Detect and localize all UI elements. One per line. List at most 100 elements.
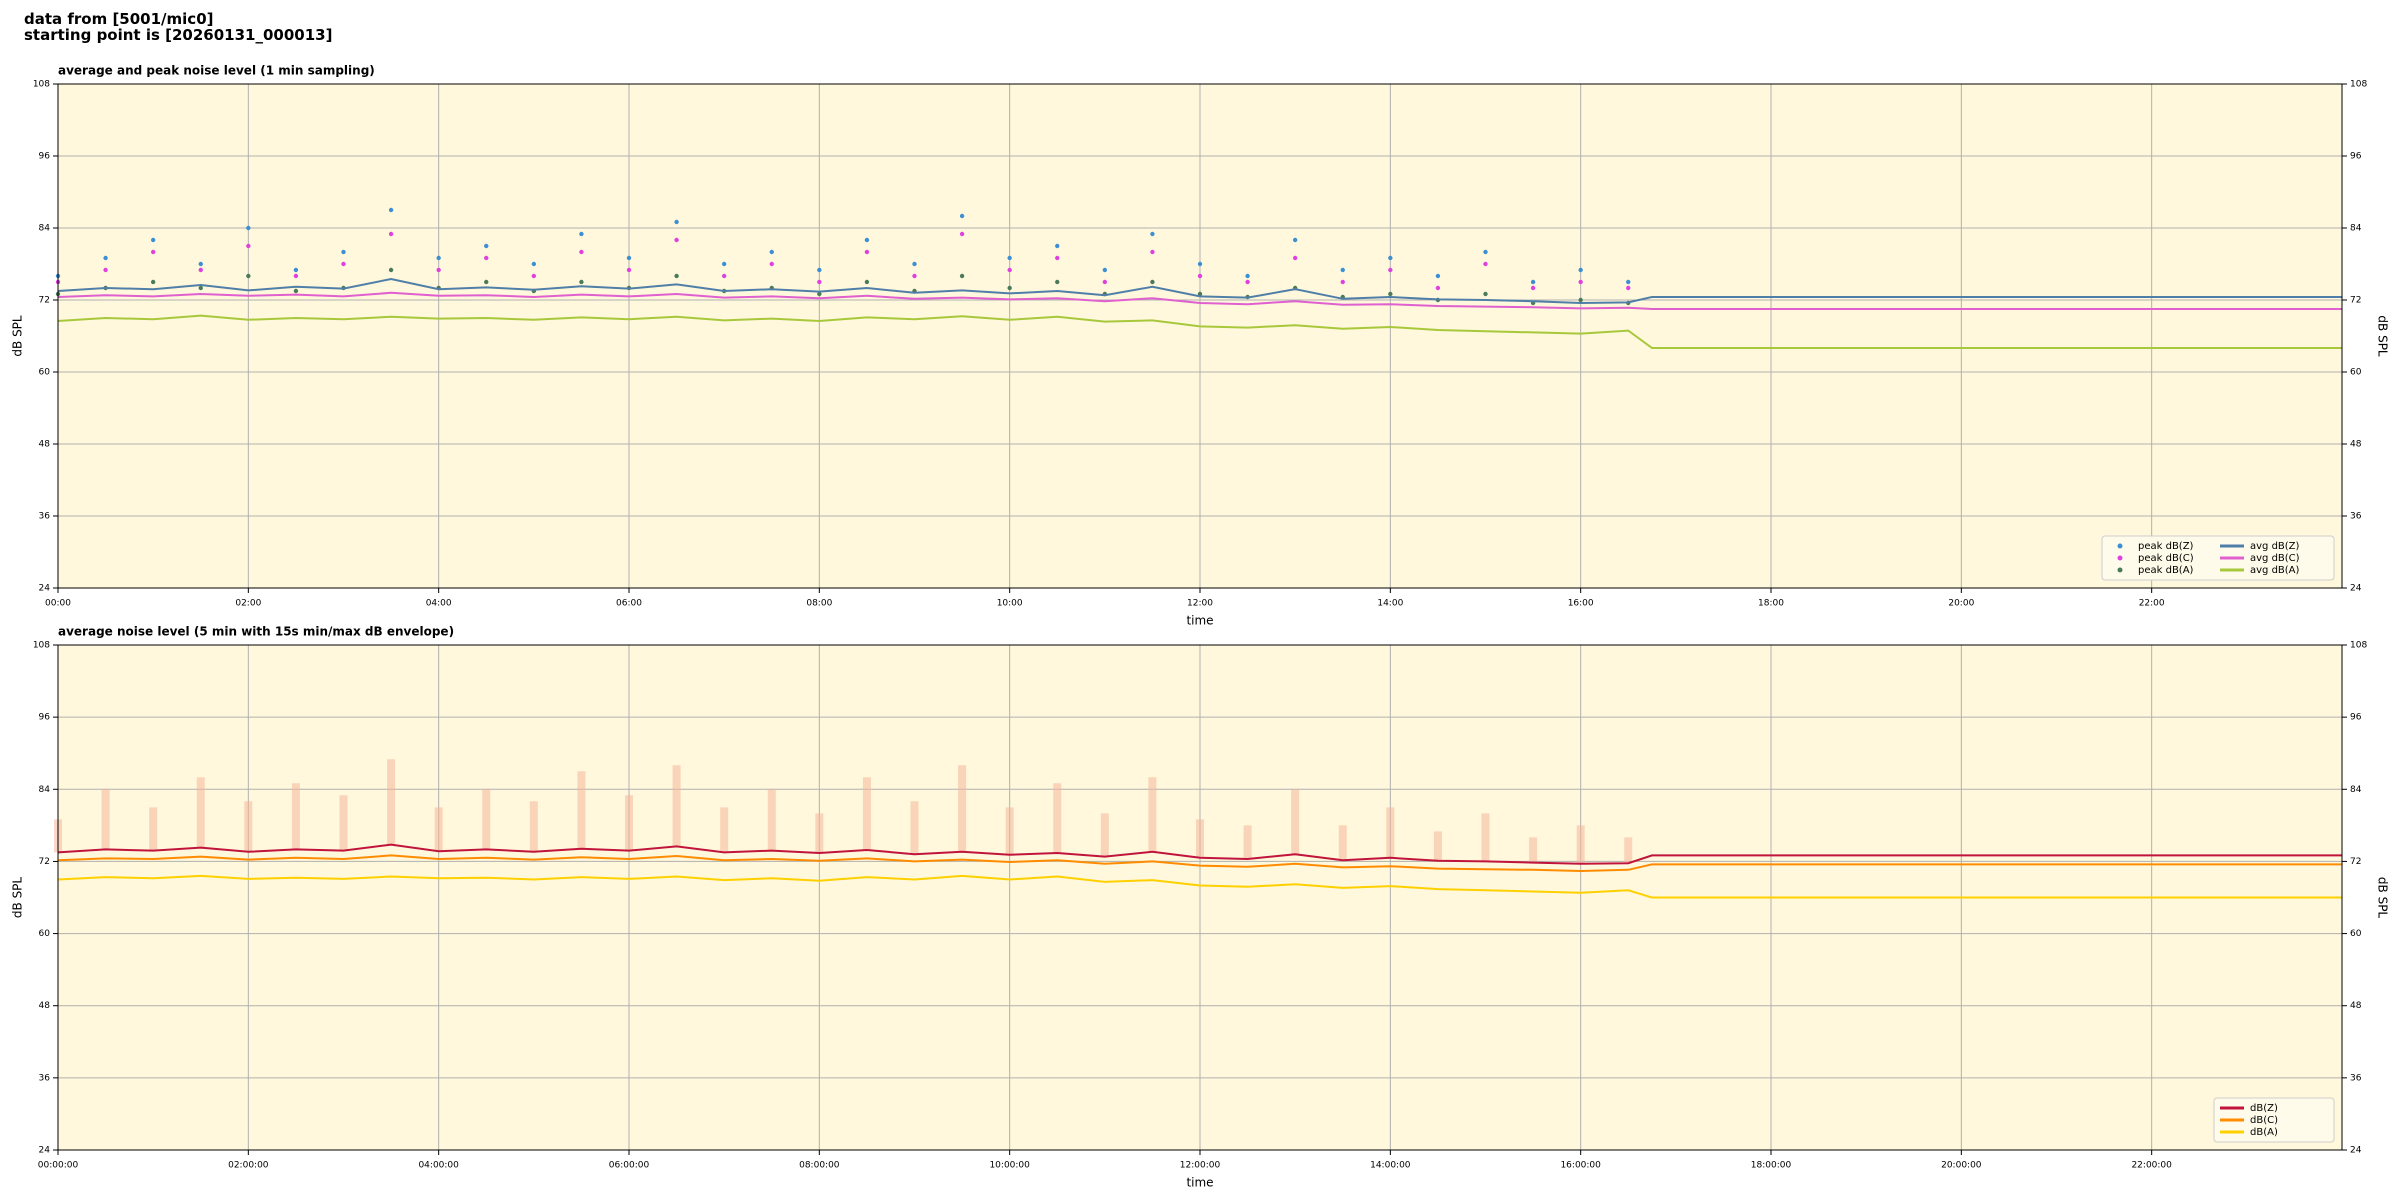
peak-point: [1055, 255, 1060, 261]
legend-marker: [2117, 555, 2123, 561]
series-line: [57, 874, 2342, 899]
peak-point: [721, 261, 727, 267]
y-tick-label: 48: [2350, 1001, 2362, 1011]
x-tick-label: 20:00:00: [1941, 1161, 1982, 1171]
peak-point: [103, 267, 108, 273]
peak-point: [769, 249, 774, 255]
peak-point: [1007, 285, 1012, 291]
peak-point: [1007, 255, 1012, 261]
legend-label: avg dB(Z): [2250, 541, 2300, 552]
x-tick-label: 06:00:00: [609, 1161, 650, 1171]
y-tick-label: 72: [39, 296, 50, 306]
header-line: starting point is [20260131_000013]: [24, 26, 333, 44]
y-tick-label: 84: [39, 224, 51, 234]
y-tick-label: 72: [2350, 857, 2361, 867]
peak-point: [484, 255, 489, 261]
peak-point: [579, 279, 584, 285]
peak-point: [1245, 279, 1250, 285]
peak-point: [626, 255, 632, 261]
peak-point: [1340, 267, 1345, 273]
peak-point: [1245, 273, 1250, 279]
peak-point: [1483, 261, 1488, 267]
y-tick-label: 24: [2350, 584, 2362, 594]
y-tick-label: 48: [39, 440, 51, 450]
legend-label: dB(Z): [2250, 1103, 2278, 1114]
x-tick-label: 18:00: [1758, 599, 1784, 609]
y-axis-label: dB SPL: [2376, 877, 2390, 919]
peak-point: [150, 249, 156, 255]
peak-point: [150, 237, 156, 243]
y-tick-label: 96: [2350, 713, 2362, 723]
series-line: [57, 854, 2342, 873]
peak-point: [1578, 267, 1583, 273]
chart-title: average and peak noise level (1 min samp…: [58, 64, 375, 78]
y-tick-label: 108: [33, 641, 50, 651]
peak-point: [1292, 237, 1298, 243]
y-tick-label: 60: [2350, 929, 2362, 939]
y-tick-label: 60: [39, 368, 51, 378]
peak-point: [959, 273, 965, 279]
peak-point: [1150, 231, 1155, 237]
plot-frame: [57, 644, 2343, 1151]
peak-point: [246, 273, 251, 279]
y-tick-label: 84: [2350, 224, 2362, 234]
peak-point: [817, 279, 822, 285]
series-line: [57, 277, 2342, 305]
peak-point: [864, 279, 870, 285]
legend-label: peak dB(Z): [2138, 541, 2194, 552]
peak-point: [246, 225, 251, 231]
peak-point: [769, 261, 774, 267]
peak-point: [1197, 261, 1203, 267]
peak-point: [864, 237, 870, 243]
y-tick-label: 36: [2350, 1073, 2362, 1083]
y-axis-label: dB SPL: [11, 315, 25, 357]
y-tick-label: 72: [39, 857, 50, 867]
y-tick-label: 36: [2350, 512, 2362, 522]
x-tick-label: 18:00:00: [1751, 1161, 1792, 1171]
peak-point: [198, 267, 203, 273]
peak-point: [150, 279, 156, 285]
peak-point: [1388, 291, 1393, 297]
y-tick-label: 60: [39, 929, 51, 939]
y-tick-label: 96: [39, 152, 51, 162]
x-tick-label: 22:00: [2139, 599, 2165, 609]
peak-point: [1388, 267, 1393, 273]
x-tick-label: 04:00:00: [418, 1161, 459, 1171]
peak-point: [293, 273, 299, 279]
y-tick-label: 108: [33, 80, 50, 90]
series-line: [57, 291, 2342, 310]
y-tick-label: 108: [2350, 641, 2367, 651]
peak-point: [1483, 249, 1488, 255]
peak-point: [912, 261, 917, 267]
plot-frame: [57, 83, 2343, 589]
x-tick-label: 00:00:00: [38, 1161, 79, 1171]
legend-box: [2101, 535, 2335, 581]
peak-point: [246, 243, 251, 249]
peak-point: [1626, 285, 1631, 291]
y-tick-label: 84: [2350, 785, 2362, 795]
peak-point: [1530, 285, 1536, 291]
peak-point: [1578, 279, 1583, 285]
y-tick-label: 24: [39, 584, 51, 594]
peak-point: [341, 261, 346, 267]
peak-point: [721, 273, 727, 279]
peak-point: [531, 261, 537, 267]
x-tick-label: 20:00: [1948, 599, 1974, 609]
x-tick-label: 02:00: [235, 599, 261, 609]
peak-point: [674, 237, 679, 243]
y-tick-label: 108: [2350, 80, 2367, 90]
peak-point: [436, 255, 441, 261]
peak-point: [959, 213, 965, 219]
x-tick-label: 22:00:00: [2131, 1161, 2172, 1171]
x-axis-label: time: [1186, 1176, 1213, 1190]
x-tick-label: 14:00:00: [1370, 1161, 1411, 1171]
peak-point: [959, 231, 965, 237]
legend-label: peak dB(C): [2138, 553, 2194, 564]
x-tick-label: 02:00:00: [228, 1161, 269, 1171]
peak-point: [484, 243, 489, 249]
peak-point: [103, 255, 108, 261]
peak-point: [1055, 243, 1060, 249]
peak-point: [674, 219, 679, 225]
peak-point: [484, 279, 489, 285]
